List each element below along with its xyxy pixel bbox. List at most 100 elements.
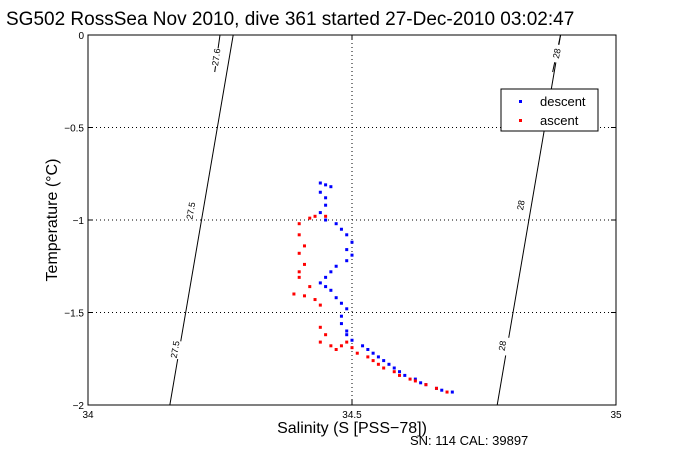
isopycnal-label-bg: [495, 335, 510, 356]
point-descent: [345, 259, 349, 263]
point-ascent: [376, 362, 380, 366]
legend: descent ascent: [500, 88, 599, 132]
point-descent: [318, 281, 322, 285]
point-descent: [345, 307, 349, 311]
legend-box: [500, 88, 599, 132]
isopycnal-lines: 27.5 27.5 28 28 27.6 28: [167, 34, 565, 406]
point-descent: [371, 351, 375, 355]
y-tick-label: −1: [73, 216, 85, 227]
point-ascent: [302, 244, 306, 248]
point-ascent: [350, 346, 354, 350]
y-axis-label: Temperature (°C): [44, 159, 61, 282]
point-descent: [324, 285, 328, 289]
point-descent: [440, 388, 444, 392]
point-ascent: [318, 325, 322, 329]
point-descent: [345, 233, 349, 237]
point-ascent: [318, 340, 322, 344]
point-descent: [413, 377, 417, 381]
point-ascent: [408, 377, 412, 381]
point-ascent: [424, 383, 428, 387]
isopycnal-label-bg: [167, 339, 183, 360]
point-descent: [329, 288, 333, 292]
point-descent: [345, 329, 349, 333]
point-descent: [350, 253, 354, 257]
point-ascent: [382, 366, 386, 370]
point-ascent: [366, 355, 370, 359]
point-ascent: [345, 340, 349, 344]
point-ascent: [413, 379, 417, 383]
legend-label-ascent: ascent: [540, 113, 579, 128]
point-ascent: [445, 390, 449, 394]
point-ascent: [297, 251, 301, 255]
point-descent: [318, 181, 322, 185]
point-descent: [403, 373, 407, 377]
point-ascent: [308, 285, 312, 289]
point-descent: [329, 185, 333, 189]
point-descent: [376, 355, 380, 359]
point-ascent: [308, 216, 312, 220]
point-descent: [318, 211, 322, 215]
point-ascent: [297, 275, 301, 279]
point-ascent: [302, 262, 306, 266]
point-ascent: [371, 359, 375, 363]
point-descent: [339, 322, 343, 326]
point-ascent: [297, 233, 301, 237]
x-axis-label: Salinity (S [PSS−78]): [277, 420, 427, 437]
point-ascent: [355, 351, 359, 355]
point-descent: [419, 381, 423, 385]
x-ticks: 34 34.5 35: [82, 35, 622, 421]
point-descent: [334, 222, 338, 226]
point-ascent: [313, 214, 317, 218]
grid-lines: [88, 35, 616, 405]
y-ticks: 0 −0.5 −1 −1.5 −2: [64, 31, 616, 412]
point-descent: [382, 359, 386, 363]
point-descent: [345, 333, 349, 337]
point-descent: [366, 348, 370, 351]
point-descent: [334, 296, 338, 300]
point-ascent: [297, 222, 301, 226]
chart-title: SG502 RossSea Nov 2010, dive 361 started…: [6, 9, 574, 30]
point-descent: [334, 264, 338, 268]
data-points: [292, 181, 454, 394]
point-descent: [387, 362, 391, 366]
point-ascent: [334, 348, 338, 351]
point-descent: [361, 344, 365, 348]
point-descent: [329, 270, 333, 274]
point-descent: [392, 366, 396, 370]
legend-label-descent: descent: [540, 94, 586, 109]
point-ascent: [392, 370, 396, 374]
point-ascent: [434, 386, 438, 390]
point-descent: [324, 275, 328, 279]
isopycnal-label: 27.5: [169, 340, 182, 359]
point-descent: [324, 218, 328, 222]
point-ascent: [302, 294, 306, 298]
point-descent: [318, 190, 322, 194]
point-descent: [324, 183, 328, 187]
x-tick-label: 34: [82, 410, 94, 421]
point-ascent: [297, 270, 301, 274]
point-ascent: [292, 292, 296, 296]
point-ascent: [339, 344, 343, 348]
point-descent: [324, 196, 328, 200]
point-ascent: [329, 344, 333, 348]
isopycnal-label: 28: [515, 199, 527, 211]
footer-note: SN: 114 CAL: 39897: [410, 433, 528, 448]
point-descent: [450, 390, 454, 394]
point-ascent: [313, 298, 317, 302]
y-tick-label: −0.5: [64, 124, 84, 135]
y-tick-label: −2: [73, 401, 85, 412]
isopycnal-label: 28: [551, 48, 563, 60]
isopycnal-label: 27.5: [185, 201, 198, 220]
isopycnal-label-bg: [513, 195, 529, 216]
point-descent: [339, 227, 343, 231]
point-descent: [350, 338, 354, 342]
point-ascent: [318, 303, 322, 307]
isopycnal-label-bg: [549, 43, 565, 64]
point-descent: [324, 203, 328, 207]
isopycnal-label: 28: [497, 340, 509, 352]
point-descent: [398, 370, 402, 374]
point-descent: [339, 314, 343, 318]
legend-marker-ascent: [519, 119, 522, 122]
isopycnal-label-bg: [183, 200, 199, 221]
